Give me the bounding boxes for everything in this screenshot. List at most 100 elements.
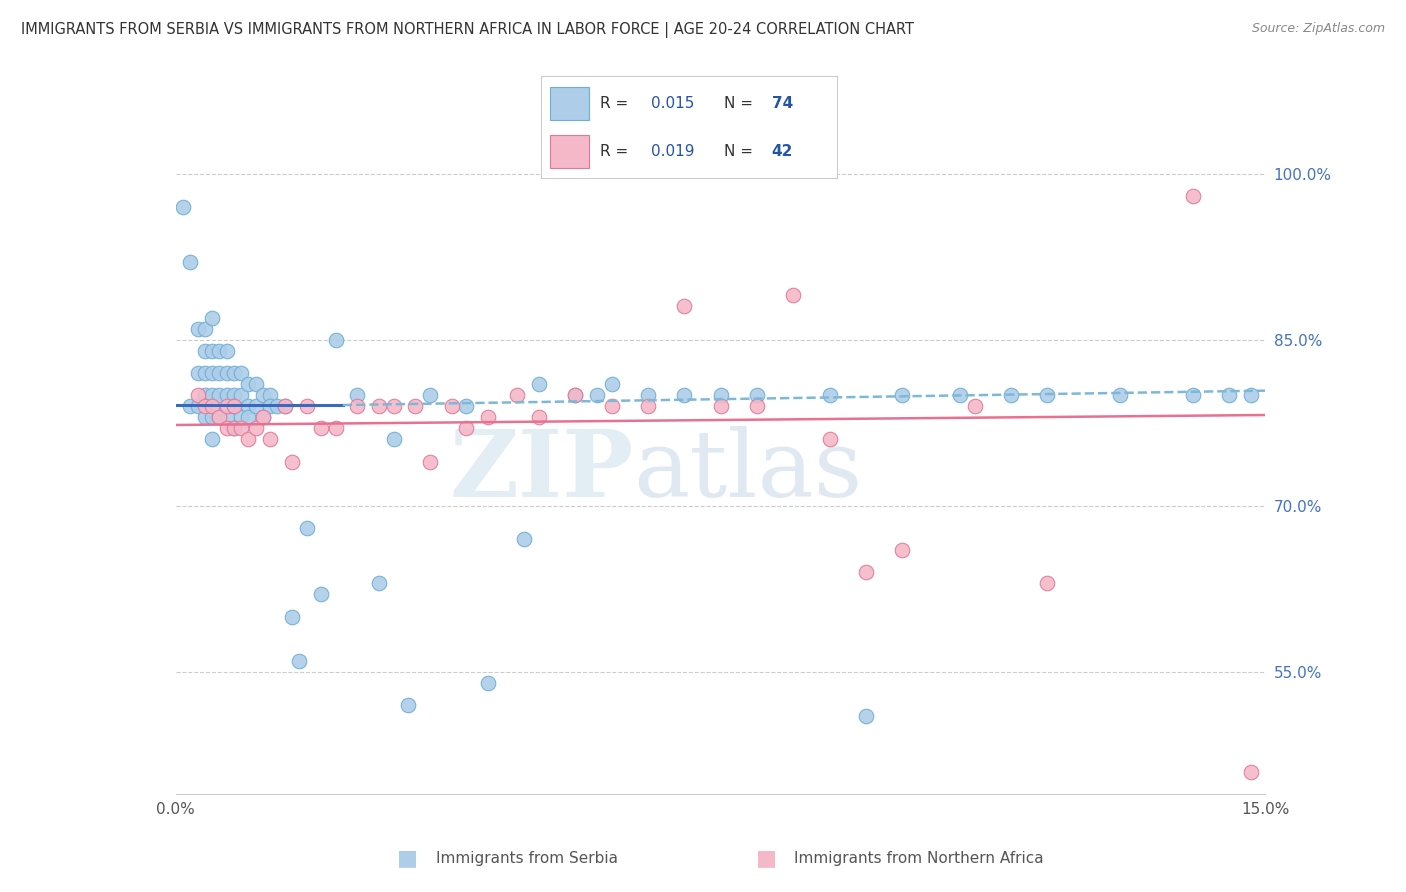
Point [194, 399, 217, 413]
Point [208, 410, 231, 425]
Point [201, 399, 224, 413]
Point [346, 399, 368, 413]
Point [818, 433, 841, 447]
Text: ■: ■ [756, 848, 776, 868]
Text: Immigrants from Serbia: Immigrants from Serbia [436, 851, 617, 865]
Point [1240, 388, 1263, 402]
Text: Source: ZipAtlas.com: Source: ZipAtlas.com [1251, 22, 1385, 36]
Point [245, 376, 267, 391]
Point [194, 410, 217, 425]
Point [201, 366, 224, 380]
Point [1036, 388, 1059, 402]
Point [818, 388, 841, 402]
Point [245, 399, 267, 413]
Point [673, 388, 696, 402]
Bar [550, 136, 589, 168]
Point [506, 388, 529, 402]
Point [222, 388, 245, 402]
Point [215, 366, 238, 380]
Point [238, 410, 260, 425]
Point [208, 343, 231, 358]
Point [368, 576, 391, 591]
Point [222, 366, 245, 380]
Point [477, 410, 499, 425]
Point [586, 388, 609, 402]
Point [252, 410, 274, 425]
Point [1000, 388, 1022, 402]
Point [208, 366, 231, 380]
Point [600, 399, 623, 413]
Point [295, 521, 318, 535]
Point [855, 566, 877, 580]
Point [1181, 388, 1204, 402]
Point [259, 399, 281, 413]
Point [215, 421, 238, 435]
Point [201, 433, 224, 447]
Point [215, 388, 238, 402]
Text: 0.015: 0.015 [651, 96, 695, 111]
Point [238, 399, 260, 413]
Point [259, 388, 281, 402]
Point [405, 399, 427, 413]
Point [201, 343, 224, 358]
Point [172, 200, 194, 214]
Point [309, 587, 332, 601]
Point [1036, 576, 1059, 591]
Point [288, 654, 311, 668]
Point [186, 388, 209, 402]
Point [231, 410, 253, 425]
Point [527, 376, 550, 391]
Text: IMMIGRANTS FROM SERBIA VS IMMIGRANTS FROM NORTHERN AFRICA IN LABOR FORCE | AGE 2: IMMIGRANTS FROM SERBIA VS IMMIGRANTS FRO… [21, 22, 914, 38]
Point [274, 399, 297, 413]
Point [710, 388, 733, 402]
Point [745, 388, 768, 402]
Point [1240, 764, 1263, 779]
Point [1109, 388, 1132, 402]
Point [238, 433, 260, 447]
Point [949, 388, 972, 402]
Point [710, 399, 733, 413]
Point [252, 410, 274, 425]
Point [855, 709, 877, 723]
Point [252, 388, 274, 402]
Point [382, 399, 405, 413]
Point [382, 433, 405, 447]
Point [186, 366, 209, 380]
Text: atlas: atlas [633, 426, 863, 516]
Text: 0.019: 0.019 [651, 145, 695, 160]
Point [179, 255, 201, 269]
Point [266, 399, 288, 413]
Point [222, 399, 245, 413]
Point [222, 421, 245, 435]
Point [513, 532, 536, 546]
Point [1218, 388, 1240, 402]
Point [231, 388, 253, 402]
Point [368, 399, 391, 413]
Point [231, 366, 253, 380]
Point [208, 410, 231, 425]
Point [600, 376, 623, 391]
Point [564, 388, 586, 402]
Point [419, 454, 441, 468]
Point [186, 321, 209, 335]
Point [194, 388, 217, 402]
Point [215, 410, 238, 425]
Point [231, 421, 253, 435]
Point [419, 388, 441, 402]
Point [309, 421, 332, 435]
Point [440, 399, 463, 413]
Point [637, 388, 659, 402]
Point [215, 399, 238, 413]
Point [325, 421, 347, 435]
Point [186, 399, 209, 413]
Point [346, 388, 368, 402]
Point [245, 421, 267, 435]
Point [782, 288, 804, 302]
Point [201, 388, 224, 402]
Point [456, 399, 478, 413]
Point [456, 421, 478, 435]
Point [222, 421, 245, 435]
Point [325, 333, 347, 347]
Point [208, 388, 231, 402]
Point [281, 609, 304, 624]
